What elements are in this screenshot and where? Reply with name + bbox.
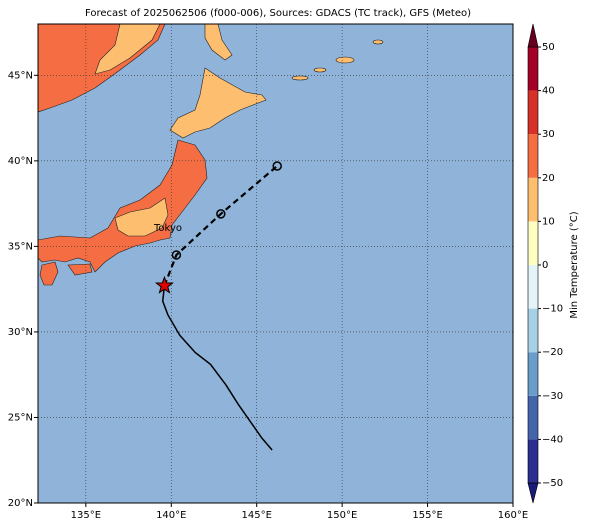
y-tick-label: 30°N [8,327,33,338]
x-tick-label: 135°E [71,510,101,521]
colorbar-label: Min Temperature (°C) [569,211,580,318]
x-tick-label: 150°E [327,510,357,521]
colorbar-band [528,177,538,222]
map-frame [37,23,514,504]
colorbar-band [528,134,538,178]
kuril-island [291,75,309,81]
land [38,24,384,286]
x-tick-label: 140°E [156,510,186,521]
y-tick-label: 40°N [8,156,33,167]
kuril-island [335,56,355,64]
forecast-point [171,250,182,260]
honshu-cool [114,197,169,237]
colorbar-tick-label: 20 [542,173,555,184]
colorbar-tick-label: −30 [542,391,563,402]
colorbar-tick-label: 50 [542,42,555,53]
forecast-point [216,209,226,219]
colorbar-band [528,395,538,440]
y-tick-label: 35°N [8,241,33,252]
kyushu [39,261,59,286]
y-tick-label: 20°N [8,498,33,509]
ocean [38,24,513,503]
y-tick-label: 25°N [8,412,33,423]
forecast-point [272,161,282,171]
colorbar-tick-label: 40 [542,86,555,97]
colorbar-tick-label: −40 [542,434,563,445]
current-position [154,275,174,294]
honshu [38,139,208,273]
hokkaido [169,67,267,139]
colorbar-band [528,90,538,135]
city-label: Tokyo [153,223,182,234]
title: Forecast of 2025062506 (f000-006), Sourc… [85,8,471,19]
sakhalin [204,24,233,61]
shikoku [67,263,93,276]
colorbar-tick-label: −50 [542,478,563,489]
colorbar-tick-label: −10 [542,304,563,315]
kuril-island [313,67,327,73]
colorbar-band [528,221,538,265]
colorbar-band [528,352,538,396]
x-tick-label: 155°E [412,510,442,521]
colorbar-over [527,23,539,48]
y-tick-label: 45°N [8,70,33,81]
colorbar-band [528,308,538,353]
russia-cool [94,24,161,75]
colorbar-tick-label: 10 [542,216,555,227]
colorbar-band [528,439,538,483]
forecast-track [163,165,278,287]
colorbar-tick-label: 30 [542,129,555,140]
x-tick-label: 145°E [242,510,272,521]
colorbar-tick-label: −20 [542,347,563,358]
colorbar-band [528,47,538,91]
observed-track [161,285,273,451]
kuril-island [372,39,384,45]
colorbar-under [527,482,539,504]
colorbar-band [528,265,538,309]
x-tick-label: 160°E [498,510,528,521]
colorbar-tick-label: 0 [542,260,548,271]
